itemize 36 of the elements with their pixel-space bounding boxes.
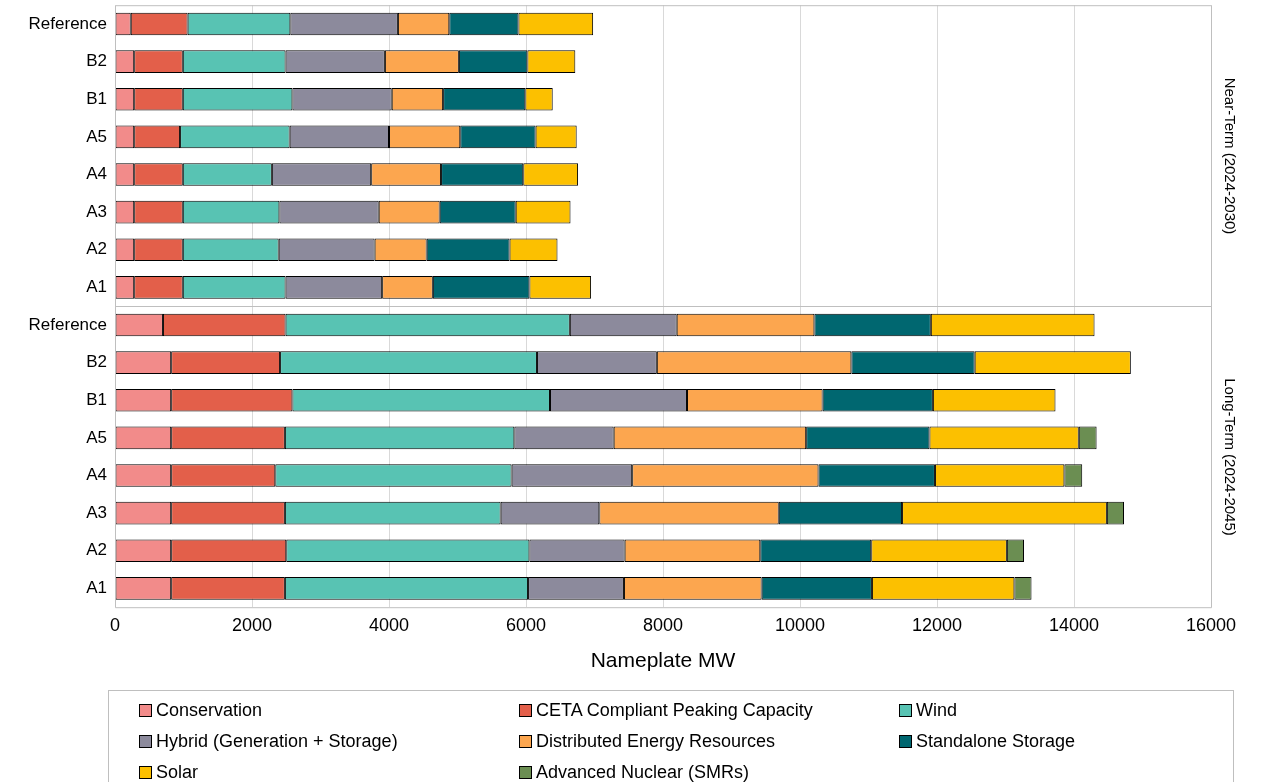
- x-tick-label: 16000: [1185, 614, 1237, 635]
- y-tick-label: A4: [86, 465, 107, 485]
- y-tick-label: B2: [86, 51, 107, 71]
- legend-label: Hybrid (Generation + Storage): [156, 731, 398, 752]
- legend-label: Solar: [156, 762, 199, 782]
- y-tick-label: B2: [86, 352, 107, 372]
- y-tick-label: B1: [86, 88, 107, 108]
- x-tick-label: 4000: [368, 614, 410, 635]
- x-tick-label: 12000: [911, 614, 963, 635]
- y-tick-label: A4: [86, 164, 107, 184]
- y-tick-label: A3: [86, 502, 107, 522]
- x-tick-label: 8000: [642, 614, 684, 635]
- legend-label: Advanced Nuclear (SMRs): [536, 762, 750, 782]
- y-tick-label: A5: [86, 126, 107, 146]
- x-tick-label: 10000: [774, 614, 826, 635]
- text: Near-Term (2024-2030): [1222, 77, 1239, 234]
- legend-label: Wind: [916, 700, 958, 721]
- x-tick-label: 6000: [505, 614, 547, 635]
- legend-label: Standalone Storage: [916, 731, 1076, 752]
- legend-label: CETA Compliant Peaking Capacity: [536, 700, 813, 721]
- y-tick-label: A5: [86, 427, 107, 447]
- y-tick-label: A1: [86, 276, 107, 296]
- y-tick-label: B1: [86, 389, 107, 409]
- x-axis-title: Nameplate MW: [590, 648, 736, 672]
- legend-label: Conservation: [156, 700, 263, 721]
- x-tick-label: 0: [109, 614, 121, 635]
- x-tick-label: 14000: [1048, 614, 1100, 635]
- y-tick-label: A3: [86, 201, 107, 221]
- y-tick-label: A2: [86, 540, 107, 560]
- y-tick-label: Reference: [28, 314, 107, 334]
- x-tick-label: 2000: [231, 614, 273, 635]
- y-tick-label: A1: [86, 577, 107, 597]
- y-tick-label: A2: [86, 239, 107, 259]
- y-tick-label: Reference: [28, 13, 107, 33]
- legend-label: Distributed Energy Resources: [536, 731, 776, 752]
- text: Long-Term (2024-2045): [1222, 377, 1239, 536]
